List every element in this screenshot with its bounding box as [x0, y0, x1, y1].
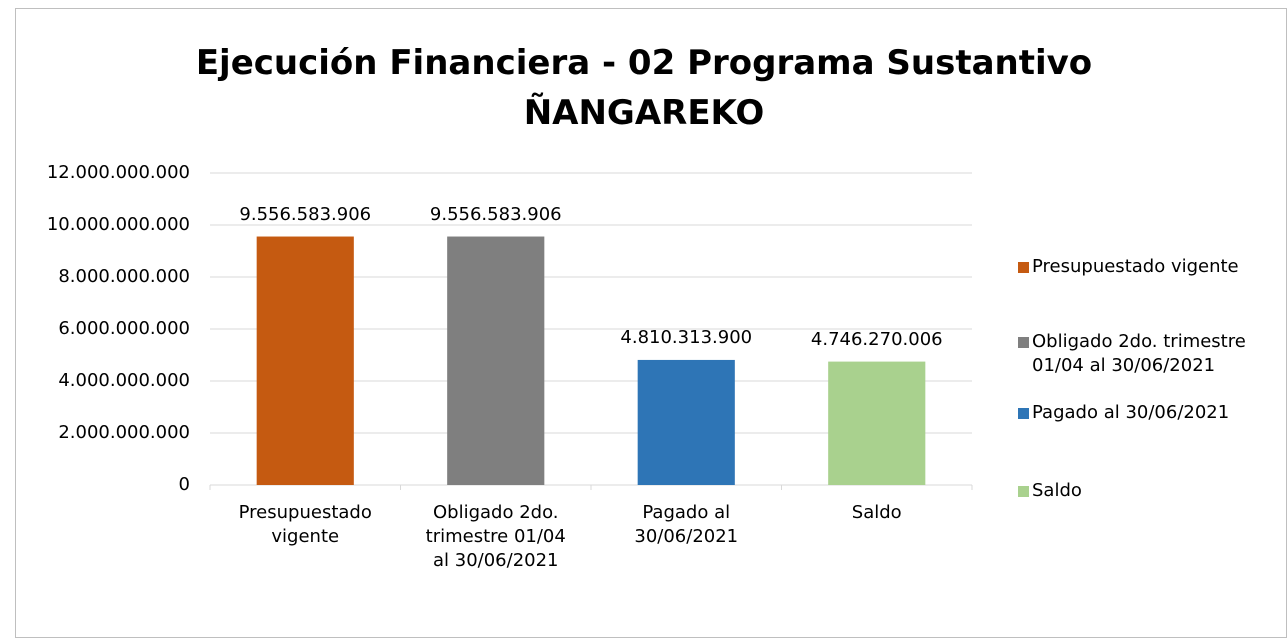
data-label: 9.556.583.906: [239, 203, 372, 225]
y-tick-label: 12.000.000.000: [46, 162, 190, 183]
y-tick-label: 10.000.000.000: [46, 214, 190, 235]
chart-title: Ejecución Financiera - 02 Programa Susta…: [195, 43, 1093, 133]
x-tick-label: Presupuestado vigente: [238, 502, 372, 547]
x-tick-label: Saldo: [851, 502, 902, 523]
y-tick-label: 6.000.000.000: [58, 318, 190, 339]
data-label: 4.810.313.900: [620, 326, 753, 348]
bar: [828, 361, 926, 485]
bar: [637, 359, 735, 485]
y-tick-label: 4.000.000.000: [58, 370, 190, 391]
legend-swatch: [1018, 262, 1029, 273]
legend-label: Presupuestado vigente: [1032, 256, 1239, 277]
y-tick-label: 0: [178, 474, 190, 495]
legend-swatch: [1018, 337, 1029, 348]
x-tick-label: Obligado 2do. trimestre 01/04 al 30/06/2…: [425, 502, 566, 571]
bar: [256, 236, 354, 485]
bar: [447, 236, 545, 485]
x-tick-label: Pagado al 30/06/2021: [634, 502, 739, 547]
legend-swatch: [1018, 486, 1029, 497]
legend-label: Pagado al 30/06/2021: [1032, 402, 1230, 423]
y-tick-label: 8.000.000.000: [58, 266, 190, 287]
legend-label: Obligado 2do. trimestre 01/04 al 30/06/2…: [1032, 331, 1246, 376]
legend-label: Saldo: [1032, 480, 1082, 501]
y-tick-label: 2.000.000.000: [58, 422, 190, 443]
data-label: 4.746.270.006: [810, 328, 943, 350]
legend-swatch: [1018, 408, 1029, 419]
data-label: 9.556.583.906: [429, 203, 562, 225]
